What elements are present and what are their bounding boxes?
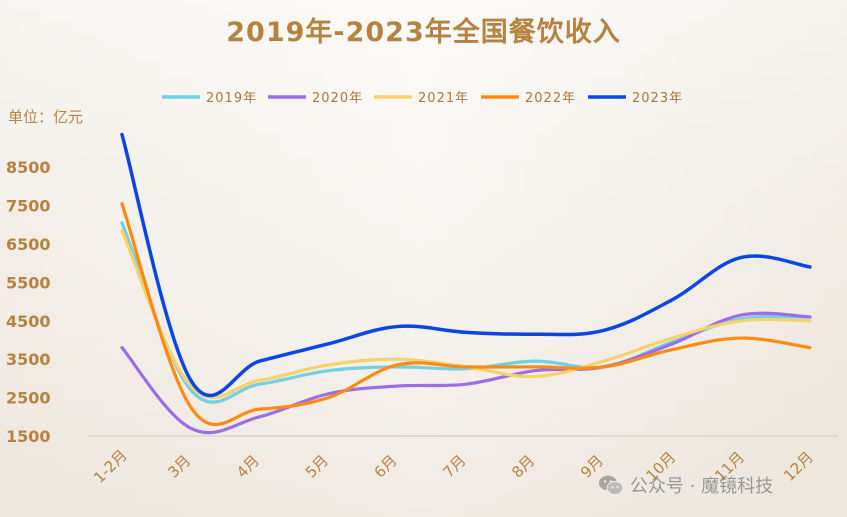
wechat-icon xyxy=(599,475,624,495)
x-tick-label: 5月 xyxy=(302,451,332,481)
y-tick-label: 6500 xyxy=(6,235,51,254)
legend-label: 2020年 xyxy=(312,91,363,106)
series-line-2022年 xyxy=(120,202,812,427)
y-tick-label: 1500 xyxy=(6,427,51,446)
legend-label: 2019年 xyxy=(206,91,257,106)
watermark-text: 公众号 · 魔镜科技 xyxy=(630,476,774,497)
series-lines xyxy=(120,132,812,435)
y-tick-label: 2500 xyxy=(6,389,51,408)
x-tick-label: 4月 xyxy=(233,451,263,481)
watermark: 公众号 · 魔镜科技 xyxy=(598,472,773,498)
y-tick-label: 4500 xyxy=(6,312,51,331)
y-tick-label: 7500 xyxy=(6,197,51,216)
series-line-2021年 xyxy=(120,228,812,400)
legend-label: 2022年 xyxy=(525,91,576,106)
series-line-2020年 xyxy=(120,311,812,435)
x-tick-label: 7月 xyxy=(439,451,469,481)
y-tick-label: 8500 xyxy=(6,158,51,177)
series-line-2023年 xyxy=(120,132,812,398)
x-tick-label: 1-2月 xyxy=(90,446,131,487)
y-tick-label: 5500 xyxy=(6,273,51,292)
legend: 2019年 2020年 2021年 2022年 2023年 xyxy=(162,91,683,106)
legend-label: 2021年 xyxy=(418,91,469,106)
x-tick-label: 12月 xyxy=(780,448,817,485)
chart-title: 2019年-2023年全国餐饮收入 xyxy=(226,17,621,48)
y-tick-label: 3500 xyxy=(6,350,51,369)
x-tick-label: 8月 xyxy=(508,451,538,481)
y-axis-unit-label: 单位：亿元 xyxy=(8,108,84,126)
series-line-2019年 xyxy=(120,221,812,404)
legend-label: 2023年 xyxy=(632,91,683,106)
x-tick-label: 3月 xyxy=(164,451,194,481)
y-axis: 1500 2500 3500 4500 5500 6500 7500 8500 xyxy=(6,158,51,446)
x-tick-label: 6月 xyxy=(371,451,401,481)
